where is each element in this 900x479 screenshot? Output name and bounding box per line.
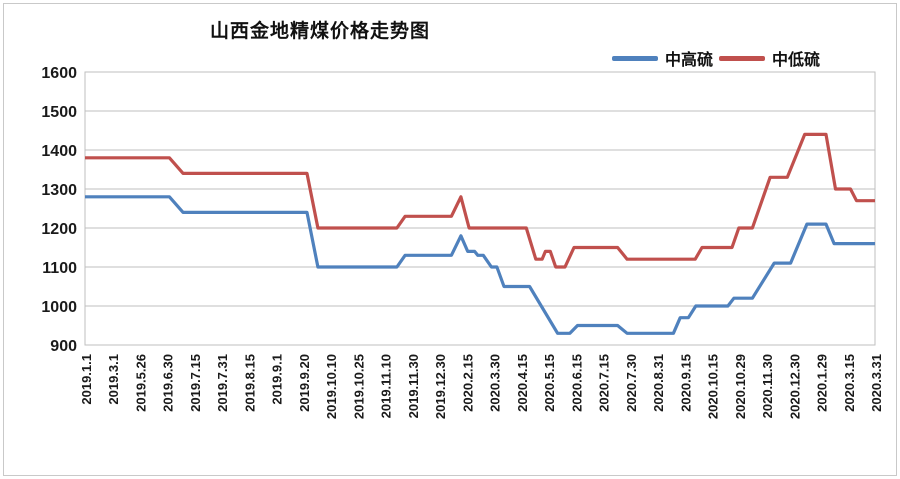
x-tick-label: 2020.12.30 <box>787 354 802 419</box>
x-tick-label: 2020.3.31 <box>869 354 884 412</box>
chart-title: 山西金地精煤价格走势图 <box>209 21 430 42</box>
x-tick-label: 2019.5.26 <box>133 354 148 412</box>
y-tick-label: 1500 <box>41 104 77 121</box>
x-tick-label: 2019.6.30 <box>161 354 176 412</box>
x-tick-label: 2020.3.15 <box>842 354 857 412</box>
x-tick-label: 2020.11.30 <box>760 354 775 418</box>
y-tick-label: 1400 <box>41 143 77 160</box>
x-tick-label: 2019.11.10 <box>379 354 394 418</box>
x-tick-label: 2020.6.15 <box>569 354 584 412</box>
x-tick-label: 2020.4.15 <box>515 354 530 412</box>
x-tick-label: 2019.10.10 <box>324 354 339 419</box>
legend-item-medium-low-sulfur: 中低硫 <box>719 46 820 70</box>
x-tick-label: 2020.10.15 <box>706 354 721 419</box>
y-tick-label: 1000 <box>41 299 77 316</box>
legend-label: 中高硫 <box>665 52 714 69</box>
x-tick-label: 2019.10.25 <box>351 354 366 419</box>
y-tick-label: 900 <box>50 338 77 355</box>
series-line-medium-high-sulfur <box>85 195 875 335</box>
series-line-medium-low-sulfur <box>85 132 875 269</box>
line-swatch-icon <box>719 55 766 61</box>
y-tick-label: 1600 <box>41 65 77 82</box>
x-tick-label: 2019.11.30 <box>406 354 421 418</box>
x-tick-label: 2020.5.15 <box>542 354 557 412</box>
x-tick-label: 2019.3.1 <box>106 354 121 405</box>
y-tick-label: 1200 <box>41 221 77 238</box>
x-tick-label: 2019.9.1 <box>270 354 285 405</box>
legend: 中高硫 中低硫 <box>612 46 820 70</box>
x-tick-label: 2019.7.31 <box>215 354 230 412</box>
x-tick-label: 2020.7.15 <box>597 354 612 412</box>
x-tick-label: 2020.8.31 <box>651 354 666 412</box>
x-tick-label: 2019.8.15 <box>242 354 257 412</box>
y-tick-label: 1300 <box>41 182 77 199</box>
legend-item-medium-high-sulfur: 中高硫 <box>612 46 713 70</box>
x-tick-label: 2019.7.15 <box>188 354 203 412</box>
x-tick-label: 2019.9.20 <box>297 354 312 412</box>
x-tick-label: 2020.2.15 <box>460 354 475 412</box>
x-tick-label: 2020.7.30 <box>624 354 639 412</box>
x-tick-label: 2019.1.1 <box>79 354 94 405</box>
plot-border <box>84 71 876 346</box>
y-tick-label: 1100 <box>42 260 77 277</box>
x-tick-label: 2019.12.30 <box>433 354 448 419</box>
x-tick-label: 2020.9.15 <box>678 354 693 412</box>
x-tick-label: 2020.1.29 <box>815 354 830 412</box>
x-tick-label: 2020.3.30 <box>488 354 503 412</box>
x-tick-label: 2020.10.29 <box>733 354 748 419</box>
legend-label: 中低硫 <box>772 52 821 69</box>
line-swatch-icon <box>612 55 658 61</box>
